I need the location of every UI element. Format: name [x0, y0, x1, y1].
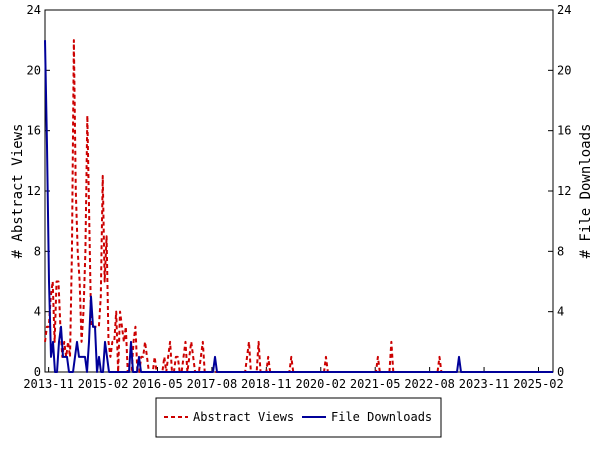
x-tick-label: 2018-11: [241, 377, 292, 391]
y-right-tick-label: 0: [557, 365, 564, 379]
y-right-tick-label: 8: [557, 244, 564, 258]
y-left-tick-label: 8: [34, 244, 41, 258]
y-left-tick-label: 20: [27, 63, 41, 77]
y-left-tick-label: 16: [27, 124, 41, 138]
x-tick-label: 2023-11: [459, 377, 510, 391]
y-left-tick-label: 12: [27, 184, 41, 198]
x-tick-label: 2013-11: [23, 377, 74, 391]
legend-label-file-downloads: File Downloads: [331, 410, 432, 424]
y-left-tick-label: 0: [34, 365, 41, 379]
x-tick-label: 2025-02: [513, 377, 564, 391]
x-tick-label: 2015-02: [78, 377, 129, 391]
right-y-axis: 0 4 8 12 16 20 24: [548, 3, 571, 379]
y-left-tick-label: 4: [34, 305, 41, 319]
x-tick-label: 2016-05: [132, 377, 183, 391]
x-tick-label: 2022-08: [404, 377, 455, 391]
y-left-axis-title: # Abstract Views: [10, 124, 26, 259]
y-right-axis-title: # File Downloads: [578, 124, 594, 259]
x-tick-label: 2021-05: [350, 377, 401, 391]
legend-label-abstract-views: Abstract Views: [193, 410, 294, 424]
y-right-tick-label: 20: [557, 63, 571, 77]
y-right-tick-label: 24: [557, 3, 571, 17]
legend-box: [155, 397, 442, 438]
plot-area: [44, 9, 554, 373]
x-tick-label: 2017-08: [187, 377, 238, 391]
y-left-tick-label: 24: [27, 3, 41, 17]
y-right-tick-label: 4: [557, 305, 564, 319]
legend: Abstract Views File Downloads: [155, 397, 442, 438]
series-line-file-downloads: [44, 40, 553, 373]
y-right-tick-label: 12: [557, 184, 571, 198]
left-y-axis: 0 4 8 12 16 20 24: [27, 3, 50, 379]
x-tick-label: 2020-02: [295, 377, 346, 391]
y-right-tick-label: 16: [557, 124, 571, 138]
x-axis: 2013-11 2015-02 2016-05 2017-08 2018-11 2020-…: [23, 367, 564, 391]
series-layer: [44, 39, 553, 373]
